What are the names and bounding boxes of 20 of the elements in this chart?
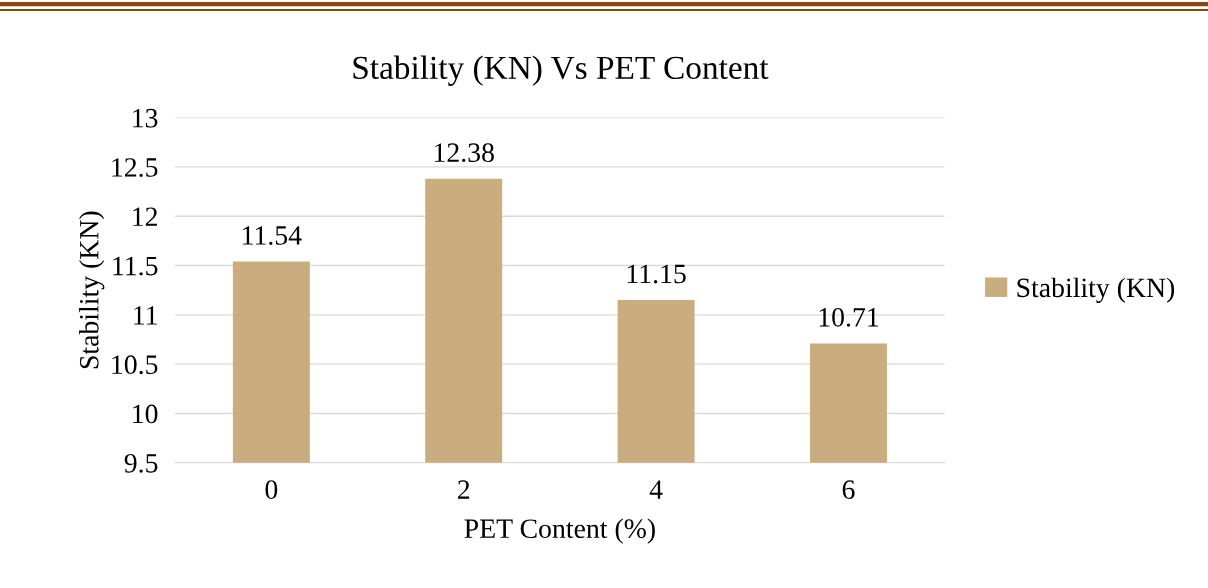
y-tick-label: 11.5 (113, 256, 158, 276)
y-axis-title: Stability (KN) (79, 211, 105, 369)
data-label: 11.15 (627, 264, 686, 284)
legend-label: Stability (KN) (1017, 277, 1175, 303)
y-tick-label: 10.5 (112, 355, 158, 375)
data-label: 11.54 (243, 226, 302, 245)
y-tick-label: 12 (133, 207, 157, 226)
y-tick-label: 10 (133, 404, 158, 424)
y-tick-label: 11 (134, 306, 157, 325)
x-tick-label: 0 (265, 480, 278, 499)
y-tick-label: 9.5 (124, 454, 158, 473)
data-label: 12.38 (434, 143, 494, 163)
y-tick-label: 13 (133, 108, 158, 128)
x-tick-label: 2 (458, 480, 470, 499)
x-tick-label: 4 (649, 480, 663, 499)
x-axis-title: PET Content (%) (464, 518, 655, 544)
data-label: 10.71 (819, 307, 879, 327)
chart-title: Stability (KN) Vs PET Content (353, 55, 769, 86)
y-tick-label: 12.5 (112, 158, 158, 177)
x-tick-label: 6 (842, 480, 855, 499)
